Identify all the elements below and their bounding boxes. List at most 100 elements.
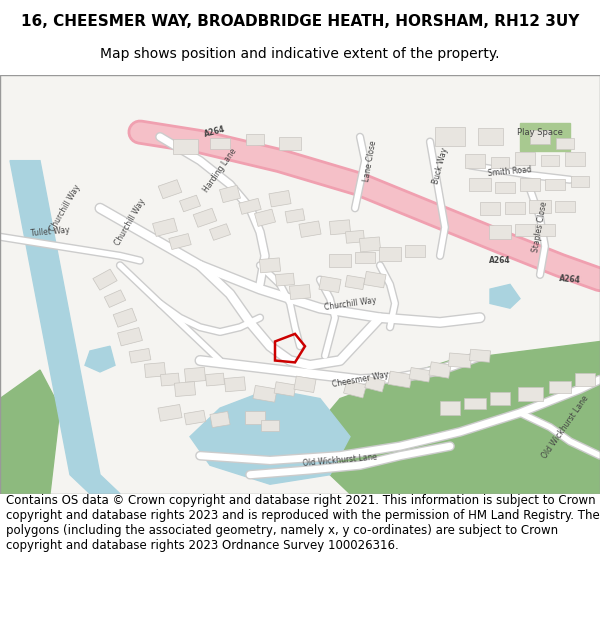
Bar — [489, 226, 511, 239]
Bar — [275, 273, 295, 286]
Bar — [129, 349, 151, 363]
Text: Buck Way: Buck Way — [431, 146, 449, 184]
Text: Map shows position and indicative extent of the property.: Map shows position and indicative extent… — [100, 47, 500, 61]
Bar — [344, 380, 367, 398]
Bar — [104, 290, 125, 308]
Bar — [253, 386, 277, 402]
Bar — [571, 176, 589, 188]
Bar — [556, 138, 574, 149]
Bar — [184, 368, 206, 382]
Bar — [329, 254, 351, 268]
Text: Staples Close: Staples Close — [531, 201, 549, 253]
Text: Churchill Way: Churchill Way — [113, 198, 147, 248]
Bar — [158, 180, 182, 199]
Bar — [210, 138, 230, 149]
Bar — [161, 373, 179, 386]
Text: Churchill Way: Churchill Way — [323, 295, 377, 311]
Bar — [289, 284, 311, 299]
Text: 16, CHEESMER WAY, BROADBRIDGE HEATH, HORSHAM, RH12 3UY: 16, CHEESMER WAY, BROADBRIDGE HEATH, HOR… — [21, 14, 579, 29]
Bar — [365, 377, 385, 392]
Bar — [285, 209, 305, 223]
Bar — [435, 127, 465, 146]
Bar — [495, 182, 515, 193]
Bar — [575, 373, 595, 386]
Bar — [379, 248, 401, 261]
Bar — [269, 191, 291, 207]
Bar — [152, 218, 178, 236]
Bar — [210, 411, 230, 428]
Bar — [465, 154, 485, 168]
Text: Smith Road: Smith Road — [488, 166, 532, 179]
Bar — [565, 152, 585, 166]
Polygon shape — [300, 341, 600, 494]
Bar — [490, 392, 510, 405]
Bar — [545, 179, 565, 190]
Bar — [405, 246, 425, 257]
Bar — [118, 328, 142, 346]
Bar — [220, 185, 241, 202]
Bar — [359, 237, 380, 252]
Text: A264: A264 — [203, 125, 227, 139]
Bar — [179, 195, 200, 212]
Bar — [470, 349, 490, 362]
Bar — [409, 368, 431, 382]
Bar — [261, 419, 279, 431]
Bar — [515, 224, 535, 236]
Text: Harding Lane: Harding Lane — [202, 146, 238, 194]
Bar — [440, 401, 460, 415]
Polygon shape — [190, 389, 350, 484]
Bar — [246, 134, 264, 146]
Bar — [448, 353, 472, 368]
Bar — [169, 234, 191, 249]
Polygon shape — [490, 284, 520, 308]
Bar — [355, 252, 375, 264]
Bar — [279, 137, 301, 150]
Bar — [158, 404, 182, 421]
Bar — [175, 382, 196, 396]
Text: Churchill Way: Churchill Way — [48, 183, 82, 233]
Bar — [193, 208, 217, 227]
Text: Old Wickhurst Lane: Old Wickhurst Lane — [302, 452, 377, 468]
Bar — [173, 139, 197, 154]
Bar — [364, 271, 386, 288]
Bar — [515, 152, 535, 166]
Text: Lane Close: Lane Close — [362, 139, 378, 182]
Bar — [254, 209, 275, 226]
Bar — [480, 202, 500, 215]
Bar — [520, 177, 540, 191]
Bar — [259, 258, 281, 272]
Bar — [224, 377, 245, 392]
Bar — [345, 276, 365, 289]
Bar — [346, 231, 364, 243]
Text: Old Wickhurst Lane: Old Wickhurst Lane — [540, 394, 590, 460]
Polygon shape — [520, 122, 570, 151]
Bar — [429, 362, 451, 378]
Bar — [549, 381, 571, 393]
Text: Cheesmer Way: Cheesmer Way — [331, 370, 389, 389]
Bar — [299, 221, 321, 238]
Bar — [294, 376, 316, 392]
Bar — [388, 371, 412, 388]
Bar — [469, 177, 491, 191]
Bar — [145, 362, 166, 378]
Polygon shape — [85, 346, 115, 372]
Text: A264: A264 — [489, 256, 511, 265]
Text: Contains OS data © Crown copyright and database right 2021. This information is : Contains OS data © Crown copyright and d… — [6, 494, 600, 552]
Bar — [239, 198, 261, 214]
Bar — [93, 269, 117, 290]
Bar — [541, 155, 559, 166]
Bar — [274, 382, 296, 396]
Bar — [530, 130, 550, 144]
Bar — [206, 373, 224, 386]
Bar — [245, 411, 265, 424]
Bar — [209, 224, 230, 241]
Bar — [113, 308, 137, 328]
Bar — [464, 398, 486, 409]
Bar — [329, 220, 350, 235]
Bar — [491, 157, 509, 168]
Text: Play Space: Play Space — [517, 127, 563, 137]
Bar — [555, 201, 575, 212]
Text: A264: A264 — [559, 274, 581, 285]
Bar — [184, 411, 206, 425]
Polygon shape — [10, 161, 120, 494]
